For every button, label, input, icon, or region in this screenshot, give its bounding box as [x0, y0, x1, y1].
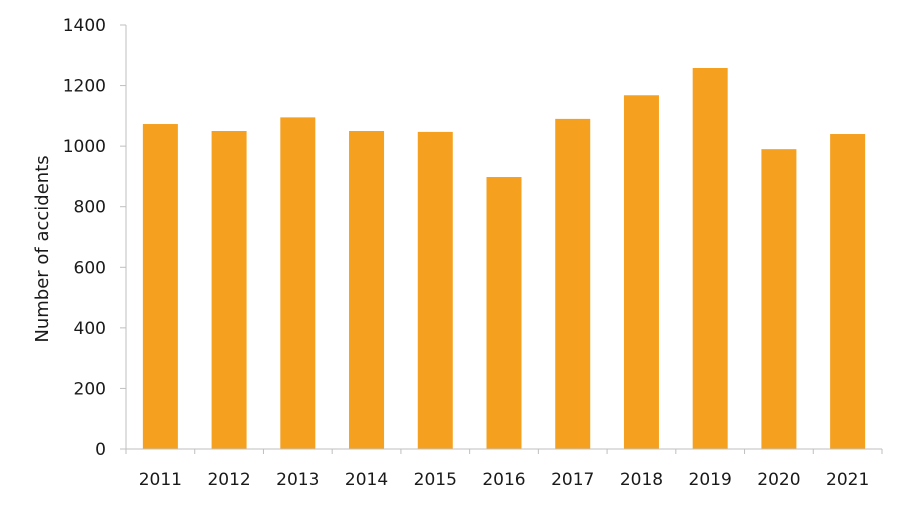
y-tick-label: 200 — [74, 379, 106, 399]
bar-2016 — [486, 177, 522, 449]
bar-2017 — [555, 118, 591, 449]
y-tick-label: 1000 — [63, 137, 106, 157]
y-axis-title: Number of accidents — [32, 155, 53, 342]
bar-2021 — [830, 134, 866, 449]
y-tick-label: 800 — [74, 198, 106, 218]
x-tick-label: 2011 — [139, 470, 182, 490]
y-tick-label: 0 — [95, 440, 106, 460]
y-tick-label: 400 — [74, 319, 106, 339]
bar-2012 — [211, 131, 247, 449]
bar-2014 — [349, 131, 385, 449]
y-tick-label: 1400 — [63, 16, 106, 36]
y-axis-ticks: 0 200 400 600 800 1000 1200 1400 — [63, 16, 126, 460]
bar-2020 — [761, 149, 797, 449]
bars — [142, 68, 866, 450]
y-tick-label: 600 — [74, 258, 106, 278]
y-tick-label: 1200 — [63, 77, 106, 97]
x-tick-label: 2018 — [620, 470, 663, 490]
x-tick-label: 2020 — [757, 470, 800, 490]
x-tick-label: 2016 — [482, 470, 525, 490]
x-tick-label: 2017 — [551, 470, 594, 490]
bar-2015 — [417, 131, 453, 449]
bar-2018 — [623, 95, 659, 450]
bar-2013 — [280, 117, 316, 449]
x-axis-labels: 2011 2012 2013 2014 2015 2016 2017 2018 2019 2020… — [125, 449, 883, 490]
x-tick-label: 2014 — [345, 470, 388, 490]
bar-2019 — [692, 68, 728, 450]
x-tick-label: 2019 — [689, 470, 732, 490]
x-tick-label: 2012 — [207, 470, 250, 490]
x-tick-label: 2021 — [826, 470, 869, 490]
x-tick-label: 2015 — [414, 470, 457, 490]
bar-2011 — [142, 124, 178, 449]
x-tick-label: 2013 — [276, 470, 319, 490]
